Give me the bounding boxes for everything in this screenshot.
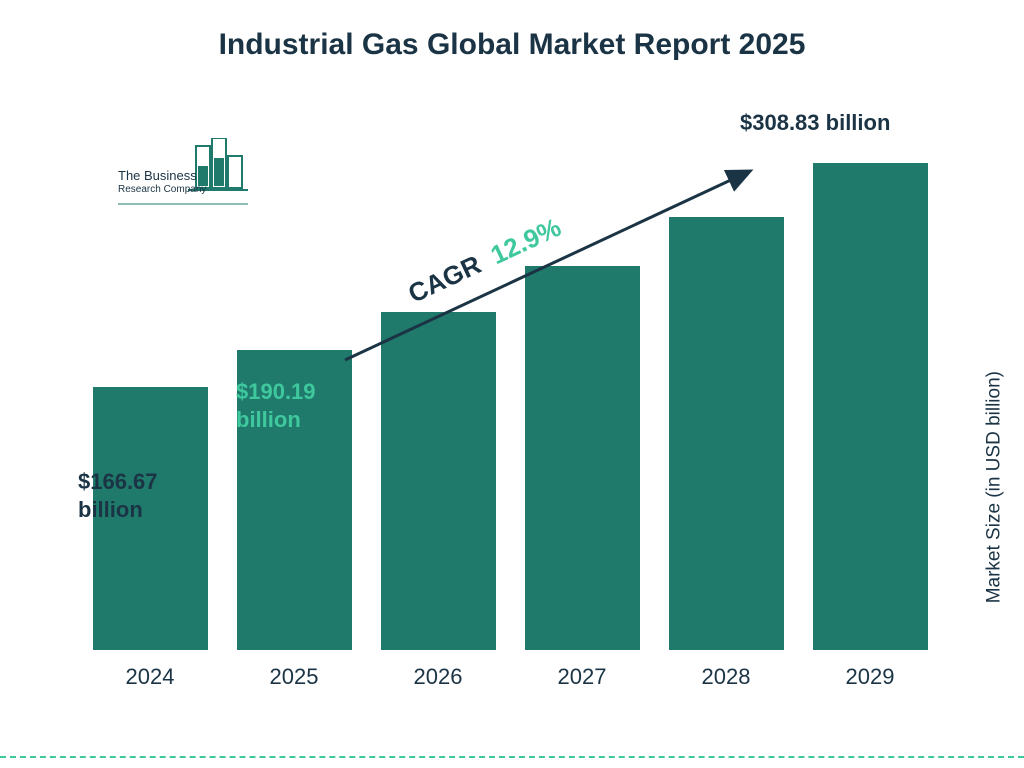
- x-tick-label: 2026: [368, 656, 508, 690]
- chart-plot-area: 202420252026202720282029: [80, 130, 940, 690]
- x-tick-label: 2024: [80, 656, 220, 690]
- bar: [525, 266, 640, 650]
- x-tick-label: 2025: [224, 656, 364, 690]
- bar-wrap: [656, 217, 796, 650]
- bars-container: [80, 130, 940, 650]
- y-axis-label: Market Size (in USD billion): [983, 371, 1005, 603]
- bar-wrap: [800, 163, 940, 650]
- x-tick-label: 2028: [656, 656, 796, 690]
- bar: [381, 312, 496, 650]
- x-axis: 202420252026202720282029: [80, 656, 940, 690]
- bar-wrap: [512, 266, 652, 650]
- value-label: $166.67billion: [78, 468, 158, 523]
- bar: [669, 217, 784, 650]
- bottom-dashed-divider: [0, 756, 1024, 758]
- bar-wrap: [368, 312, 508, 650]
- chart-title: Industrial Gas Global Market Report 2025: [0, 0, 1024, 62]
- value-label: $190.19billion: [236, 378, 316, 433]
- x-tick-label: 2029: [800, 656, 940, 690]
- value-label: $308.83 billion: [740, 109, 890, 137]
- x-tick-label: 2027: [512, 656, 652, 690]
- bar: [813, 163, 928, 650]
